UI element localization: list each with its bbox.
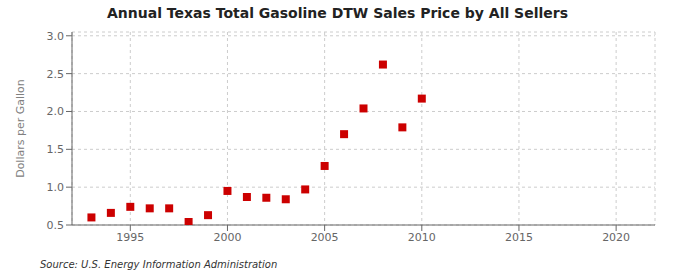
svg-text:2015: 2015 xyxy=(505,231,533,244)
svg-text:1995: 1995 xyxy=(116,231,144,244)
svg-text:2.5: 2.5 xyxy=(47,68,65,81)
html-text:Annual Texas Total Gasoline DT: Annual Texas Total Gasoline DTW Sales Pr… xyxy=(107,5,568,21)
svg-text:2020: 2020 xyxy=(602,231,630,244)
svg-text:2010: 2010 xyxy=(408,231,436,244)
svg-text:2.0: 2.0 xyxy=(47,105,65,118)
svg-text:1.0: 1.0 xyxy=(47,181,65,194)
html-text:Source: U.S. Energy Informatio: Source: U.S. Energy Information Administ… xyxy=(40,259,278,270)
svg-text:1.5: 1.5 xyxy=(47,143,65,156)
svg-text:Dollars per Gallon: Dollars per Gallon xyxy=(14,79,27,178)
svg-text:2000: 2000 xyxy=(213,231,241,244)
svg-text:3.0: 3.0 xyxy=(47,30,65,43)
svg-text:0.5: 0.5 xyxy=(47,219,65,232)
svg-text:2005: 2005 xyxy=(311,231,339,244)
